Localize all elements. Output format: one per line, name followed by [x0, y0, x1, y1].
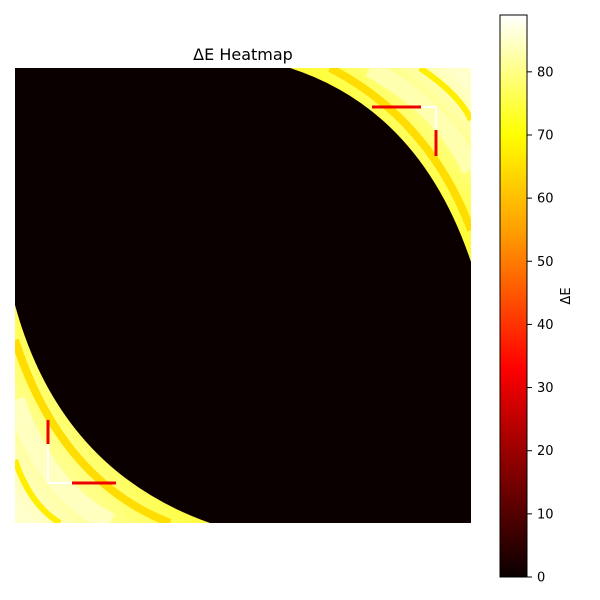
colorbar: 0 10 20 30 40 50 60 70 80 ΔE	[499, 14, 574, 586]
colorbar-tick-label: 70	[537, 128, 554, 143]
heatmap-stripe-bottom-left-1	[15, 338, 172, 523]
colorbar-tick-label: 50	[537, 255, 554, 270]
colorbar-gradient	[499, 14, 528, 578]
colorbar-tick-label: 20	[537, 444, 554, 459]
colorbar-tick-label: 80	[537, 65, 554, 80]
heatmap-dark-region	[15, 68, 471, 523]
heatmap-stripe-top-right-2	[365, 68, 471, 174]
colorbar-ticks: 0 10 20 30 40 50 60 70 80	[527, 65, 554, 586]
colorbar-tick-label: 60	[537, 192, 554, 207]
heatmap-band-bottom-left	[15, 305, 210, 523]
chart-title: ΔE Heatmap	[193, 45, 293, 64]
heatmap-image	[15, 68, 471, 523]
colorbar-tick-label: 30	[537, 381, 554, 396]
colorbar-label: ΔE	[559, 287, 574, 304]
colorbar-tick-label: 10	[537, 507, 554, 522]
colorbar-tick-label: 0	[537, 571, 545, 586]
heatmap-stripe-bottom-left-3	[15, 459, 62, 523]
heatmap-stripe-top-right-1	[328, 68, 471, 232]
heatmap-stripe-top-right-3	[418, 68, 471, 122]
colorbar-tick-label: 40	[537, 318, 554, 333]
heatmap-stripe-bottom-left-2	[15, 396, 115, 523]
